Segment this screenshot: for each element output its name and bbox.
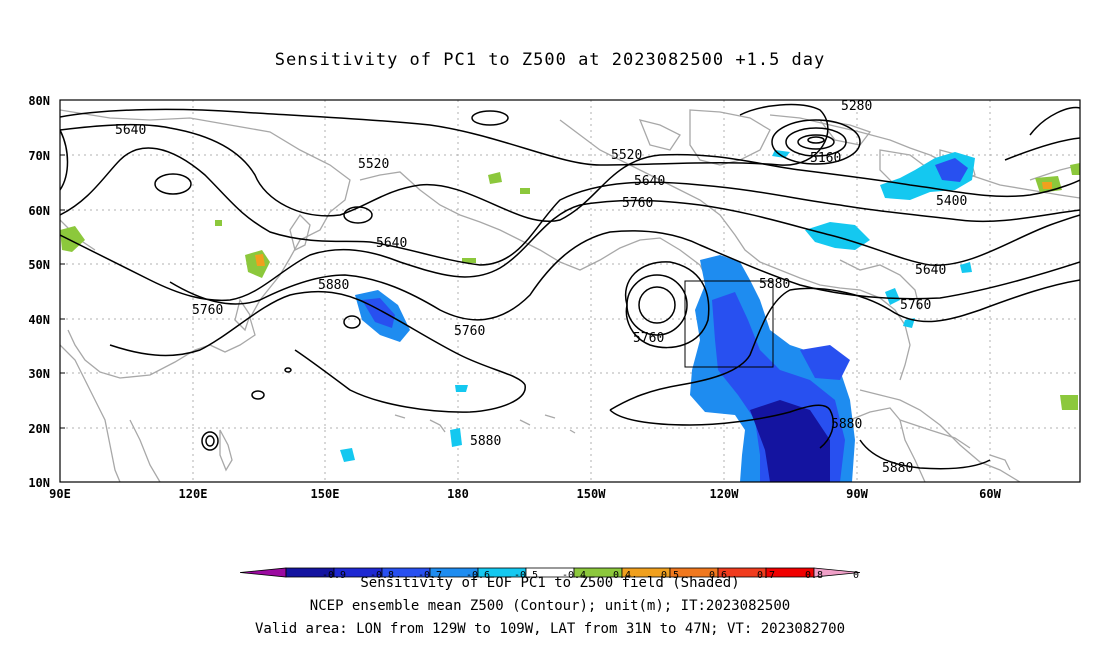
- lon-label-120w: 120W: [710, 487, 740, 501]
- caption-valid-area: Valid area: LON from 129W to 109W, LAT f…: [254, 621, 845, 637]
- contour-label-5640-mid: 5640: [376, 236, 407, 251]
- valid-area-box: [684, 280, 774, 368]
- sensitivity-region-core: [750, 400, 830, 482]
- colorbar-tick-label: 0.4: [613, 570, 631, 581]
- contour-label-5880-trop: 5880: [470, 434, 501, 449]
- sensitivity-region-trop-b: [340, 448, 355, 462]
- contour-label-5880-gulf: 5880: [831, 417, 862, 432]
- lon-label-90w: 90W: [846, 487, 868, 501]
- sensitivity-region-east: [800, 345, 850, 380]
- sensitivity-region-pos-small-c: [520, 188, 530, 194]
- contour-label-5160: 5160: [810, 151, 841, 166]
- caption-shading: Sensitivity of EOF PC1 to Z500 field (Sh…: [360, 575, 740, 591]
- sensitivity-region-atlantic-b: [903, 318, 915, 328]
- contour-label-5880-box: 5880: [759, 277, 790, 292]
- sensitivity-region-trop-c: [455, 385, 468, 392]
- lat-label-50n: 50N: [28, 258, 50, 272]
- sensitivity-region-atlantic-c: [960, 262, 972, 273]
- colorbar-tick-label: -0.8: [370, 570, 394, 581]
- sensitivity-region-pos-small-b: [462, 258, 476, 263]
- sensitivity-region-trop-a: [450, 428, 462, 447]
- z500-contours: [60, 103, 1080, 470]
- contour-label-5520-w: 5520: [358, 157, 389, 172]
- sensitivity-region-labrador-inner: [935, 158, 968, 182]
- sensitivity-region-pos-small-d: [1070, 163, 1080, 175]
- colorbar-tick-label: 0.7: [757, 570, 775, 581]
- sensitivity-region-pos-asia: [60, 226, 85, 252]
- contour-label-5880-w: 5880: [318, 278, 349, 293]
- contour-label-5760-e: 5760: [622, 196, 653, 211]
- lat-label-10n: 10N: [28, 476, 50, 490]
- latitude-ticks: [60, 99, 65, 483]
- latitude-labels: 80N 70N 60N 50N 40N 30N 20N 10N: [28, 94, 50, 490]
- contour-label-5520-e: 5520: [611, 148, 642, 163]
- sensitivity-region-pos-bering: [488, 172, 502, 184]
- lat-label-60n: 60N: [28, 204, 50, 218]
- contour-label-5760-low: 5760: [633, 331, 664, 346]
- map-svg: 5640 5520 5640 5760 5880 5760 5520 5640 …: [28, 94, 1081, 501]
- lon-label-150e: 150E: [311, 487, 340, 501]
- colorbar: -0.9 -0.8 -0.7 -0.6 -0.5 -0.4 0.4 0.5 0.6 0.7 0.8 0…: [239, 565, 871, 587]
- colorbar-right-arrow: [813, 567, 861, 578]
- colorbar-tick-label: -0.6: [466, 570, 490, 581]
- colorbar-tick-label: 0.5: [661, 570, 679, 581]
- graticule: [60, 100, 1080, 482]
- contour-label-5640-w: 5640: [115, 123, 146, 138]
- lon-label-150w: 150W: [577, 487, 607, 501]
- contour-label-5400: 5400: [936, 194, 967, 209]
- contour-label-5280: 5280: [841, 99, 872, 114]
- lat-label-40n: 40N: [28, 313, 50, 327]
- lat-label-70n: 70N: [28, 149, 50, 163]
- map-panel: 5640 5520 5640 5760 5880 5760 5520 5640 …: [28, 94, 1081, 501]
- colorbar-tick-label: 0.8: [805, 570, 823, 581]
- lat-label-30n: 30N: [28, 367, 50, 381]
- contour-label-5880-south: 5880: [882, 461, 913, 476]
- lat-label-80n: 80N: [28, 94, 50, 108]
- colorbar-tick-label: -0.9: [322, 570, 346, 581]
- contour-labels: 5640 5520 5640 5760 5880 5760 5520 5640 …: [115, 99, 967, 476]
- sensitivity-region-pos-small-a: [215, 220, 222, 226]
- colorbar-tick-label: -0.5: [514, 570, 538, 581]
- sensitivity-region-hudson: [805, 222, 870, 250]
- colorbar-tick-label: 0.6: [709, 570, 727, 581]
- contour-label-5760-mid: 5760: [454, 324, 485, 339]
- lon-label-120e: 120E: [179, 487, 208, 501]
- lon-label-90e: 90E: [49, 487, 71, 501]
- lon-label-60w: 60W: [979, 487, 1001, 501]
- colorbar-tick-label: -0.7: [418, 570, 442, 581]
- sensitivity-region-pos-atl-core: [1042, 182, 1052, 189]
- contour-label-5760-w: 5760: [192, 303, 223, 318]
- lon-label-180: 180: [447, 487, 469, 501]
- sensitivity-region-pos-east: [1060, 395, 1078, 410]
- caption-contour: NCEP ensemble mean Z500 (Contour); unit(…: [309, 598, 791, 614]
- longitude-labels: 90E 120E 150E 180 150W 120W 90W 60W: [49, 487, 1001, 501]
- lat-label-20n: 20N: [28, 422, 50, 436]
- contour-label-5640-e: 5640: [634, 174, 665, 189]
- sensitivity-shading: [60, 150, 1080, 482]
- chart-title: Sensitivity of PC1 to Z500 at 2023082500…: [274, 50, 826, 70]
- colorbar-svg: -0.9 -0.8 -0.7 -0.6 -0.5 -0.4 0.4 0.5 0.6 0.7 0.8 0…: [239, 567, 871, 581]
- colorbar-tick-label: -0.4: [562, 570, 586, 581]
- map-background: [60, 100, 1080, 482]
- contour-label-5640-atl: 5640: [915, 263, 946, 278]
- sensitivity-region-pos-japan-core: [255, 254, 265, 266]
- sensitivity-region-atlantic-a: [885, 288, 900, 305]
- map-frame: [59, 99, 1081, 483]
- contour-label-5760-atl: 5760: [900, 298, 931, 313]
